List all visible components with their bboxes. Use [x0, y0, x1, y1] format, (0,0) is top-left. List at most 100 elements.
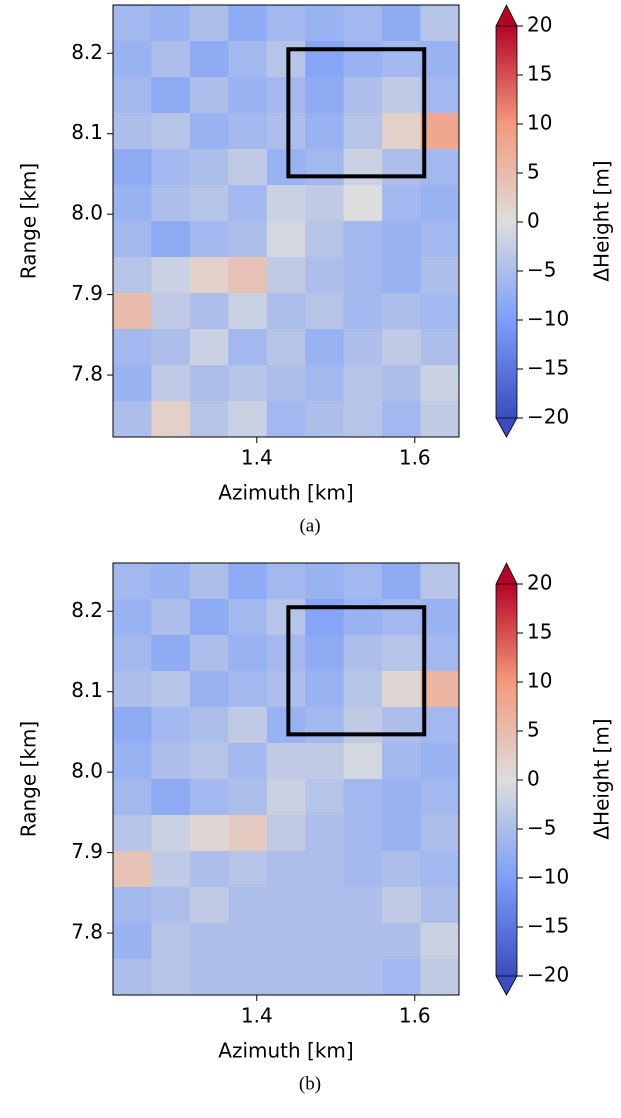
heatmap-cell [151, 329, 191, 366]
colorbar-tick-label: −10 [527, 865, 569, 889]
heatmap-cell [189, 329, 229, 366]
heatmap-cell [305, 923, 345, 960]
heatmap-cell [305, 671, 345, 708]
heatmap-cell [113, 599, 152, 636]
heatmap-cell [228, 707, 268, 744]
heatmap-cell [189, 779, 229, 816]
heatmap-cell [189, 815, 229, 852]
heatmap-cell [151, 113, 191, 150]
heatmap-cell [228, 959, 268, 996]
heatmap-cell [382, 221, 422, 258]
heatmap-cell [266, 293, 306, 330]
heatmap-cell [189, 113, 229, 150]
heatmap-cell [151, 707, 191, 744]
heatmap-cell [382, 563, 422, 600]
colorbar-tick-label: 20 [527, 13, 552, 37]
heatmap-cell [343, 887, 383, 924]
heatmap-cell [113, 959, 152, 996]
heatmap-cell [305, 293, 345, 330]
heatmap-cell [420, 923, 460, 960]
heatmap-cell [382, 635, 422, 672]
heatmap-cell [189, 599, 229, 636]
heatmap-cell [420, 113, 460, 150]
heatmap-cell [305, 329, 345, 366]
heatmap-cell [382, 365, 422, 402]
heatmap-cell [382, 599, 422, 636]
heatmap-cell [189, 851, 229, 888]
heatmap-cell [113, 5, 152, 42]
heatmap-cell [113, 329, 152, 366]
heatmap-cell [343, 5, 383, 42]
x-tick-label: 1.6 [399, 1004, 431, 1028]
heatmap-cell [113, 185, 152, 222]
heatmap-cell [151, 887, 191, 924]
heatmap-cell [382, 293, 422, 330]
x-axis-label: Azimuth [km] [218, 1039, 353, 1063]
colorbar-tick-label: −20 [527, 963, 569, 987]
heatmap-cell [113, 815, 152, 852]
colorbar-tick-label: 20 [527, 571, 552, 595]
heatmap-cell [343, 257, 383, 294]
heatmap-cell [266, 599, 306, 636]
highlight-box [286, 605, 427, 737]
heatmap-cell [228, 149, 268, 186]
heatmap-cell [305, 887, 345, 924]
heatmap-cell [343, 365, 383, 402]
heatmap-cell [228, 851, 268, 888]
heatmap-cell [305, 221, 345, 258]
colorbar-tick-label: 15 [527, 62, 552, 86]
heatmap-cell [266, 851, 306, 888]
heatmap-cell [189, 41, 229, 78]
heatmap-cell [305, 959, 345, 996]
heatmap-cell [228, 743, 268, 780]
heatmap-cell [228, 365, 268, 402]
heatmap-cell [305, 815, 345, 852]
heatmap-cell [266, 221, 306, 258]
heatmap-cell [420, 599, 460, 636]
heatmap-cell [382, 671, 422, 708]
heatmap-cell [228, 221, 268, 258]
heatmap-cell [420, 257, 460, 294]
heatmap-cell [228, 815, 268, 852]
heatmap-cell [305, 5, 345, 42]
heatmap-cell [189, 257, 229, 294]
colorbar [496, 26, 517, 418]
heatmap-cell [343, 779, 383, 816]
y-tick-label: 7.8 [71, 362, 103, 386]
heatmap-cell [113, 365, 152, 402]
heatmap-cell [343, 671, 383, 708]
heatmap-cell [266, 563, 306, 600]
colorbar-tick-label: 0 [527, 767, 540, 791]
heatmap-cell [151, 293, 191, 330]
heatmap-cell [305, 113, 345, 150]
heatmap-cell [343, 743, 383, 780]
heatmap-cell [228, 779, 268, 816]
heatmap-cell [266, 887, 306, 924]
heatmap-cell [305, 149, 345, 186]
heatmap-cell [266, 815, 306, 852]
heatmap-cell [305, 401, 345, 438]
heatmap-cell [343, 113, 383, 150]
y-tick-label: 8.0 [71, 201, 103, 225]
heatmap-cell [382, 77, 422, 114]
heatmap-cell [420, 743, 460, 780]
heatmap-cell [305, 563, 345, 600]
heatmap-cell [343, 293, 383, 330]
heatmap-cell [382, 329, 422, 366]
heatmap-cell [382, 887, 422, 924]
heatmap-cell [343, 707, 383, 744]
heatmap-cell [113, 77, 152, 114]
heatmap-cell [151, 41, 191, 78]
heatmap-cell [228, 185, 268, 222]
colorbar-extend [495, 562, 518, 585]
heatmap-cell [266, 149, 306, 186]
heatmap-cell [151, 149, 191, 186]
colorbar-tick-label: 10 [527, 669, 552, 693]
heatmap-cell [151, 401, 191, 438]
heatmap-cell [382, 851, 422, 888]
x-tick-label: 1.6 [399, 446, 431, 470]
heatmap-cell [266, 635, 306, 672]
colorbar-label: ΔHeight [m] [590, 160, 614, 281]
heatmap-cell [343, 221, 383, 258]
heatmap-cell [343, 923, 383, 960]
